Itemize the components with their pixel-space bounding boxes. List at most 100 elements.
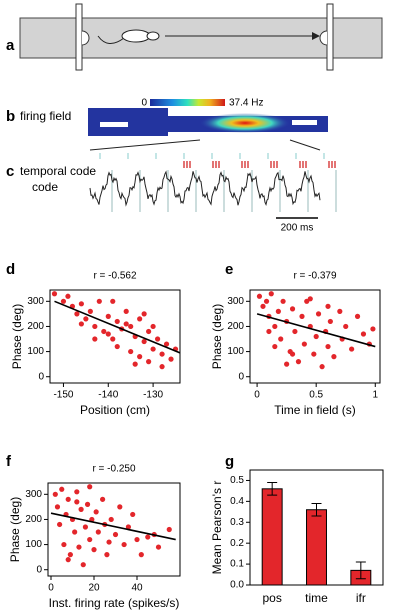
point bbox=[57, 521, 63, 528]
point bbox=[114, 343, 120, 350]
panel-label: firing field bbox=[20, 109, 71, 123]
point bbox=[91, 547, 97, 553]
point bbox=[95, 529, 101, 535]
point bbox=[266, 328, 272, 335]
x-tick-label: time bbox=[305, 591, 328, 605]
point bbox=[141, 311, 147, 317]
point bbox=[272, 343, 278, 350]
rat bbox=[97, 29, 160, 44]
point bbox=[87, 536, 93, 543]
point bbox=[311, 351, 317, 357]
heatmap-gap bbox=[100, 122, 128, 127]
point bbox=[260, 303, 266, 309]
point bbox=[105, 313, 111, 319]
point bbox=[78, 301, 84, 307]
point bbox=[284, 361, 290, 367]
point bbox=[60, 298, 67, 304]
point bbox=[256, 293, 263, 299]
panel-letter: e bbox=[225, 261, 233, 278]
point bbox=[268, 291, 274, 297]
x-tick-label: 1 bbox=[372, 390, 378, 401]
point bbox=[93, 509, 99, 515]
y-axis-label: Phase (deg) bbox=[210, 304, 224, 369]
y-tick-label: 300 bbox=[227, 296, 244, 307]
x-axis-label: Position (cm) bbox=[80, 403, 150, 417]
point bbox=[275, 308, 281, 314]
x-tick-label: 40 bbox=[131, 583, 143, 594]
point bbox=[145, 534, 151, 540]
point bbox=[272, 323, 278, 330]
point bbox=[101, 328, 107, 335]
scale-label: 0 bbox=[141, 98, 147, 109]
point bbox=[87, 484, 93, 490]
point bbox=[59, 486, 65, 492]
point bbox=[105, 331, 111, 337]
x-axis-label: Time in field (s) bbox=[274, 403, 356, 417]
point bbox=[299, 313, 305, 319]
point bbox=[325, 343, 331, 350]
point bbox=[110, 298, 116, 304]
y-tick-label: 200 bbox=[27, 321, 44, 332]
scale-label: 200 ms bbox=[281, 223, 314, 234]
point bbox=[65, 293, 71, 299]
point bbox=[155, 544, 162, 550]
colorbar bbox=[150, 99, 225, 106]
point bbox=[106, 539, 112, 545]
y-tick-label: 0 bbox=[36, 564, 42, 575]
panel-letter: f bbox=[6, 453, 12, 470]
point bbox=[331, 354, 337, 360]
y-tick-label: 0.1 bbox=[230, 559, 244, 570]
reward-well bbox=[81, 30, 90, 46]
point bbox=[146, 359, 152, 365]
panel-label: code bbox=[32, 180, 58, 194]
point bbox=[146, 328, 152, 335]
point bbox=[263, 298, 270, 304]
panel-letter: c bbox=[6, 163, 14, 180]
point bbox=[163, 341, 170, 347]
point bbox=[117, 504, 123, 510]
point bbox=[134, 536, 140, 543]
point bbox=[114, 318, 120, 325]
spike-raster bbox=[99, 153, 337, 212]
point bbox=[138, 552, 144, 558]
point bbox=[150, 346, 156, 352]
point bbox=[327, 318, 333, 325]
panel-label: temporal code bbox=[20, 164, 96, 178]
x-tick-label: 0 bbox=[254, 390, 260, 401]
point bbox=[61, 541, 67, 548]
y-tick-label: 100 bbox=[27, 346, 44, 357]
point bbox=[74, 499, 80, 505]
panel-letter: g bbox=[225, 453, 234, 470]
point bbox=[123, 308, 129, 314]
point bbox=[295, 359, 302, 365]
point bbox=[92, 336, 98, 342]
x-tick-label: ifr bbox=[356, 591, 366, 605]
point bbox=[123, 321, 129, 327]
point bbox=[141, 338, 147, 345]
zoom-line bbox=[89, 139, 321, 151]
point bbox=[289, 306, 296, 312]
point bbox=[132, 361, 138, 367]
y-tick-label: 0.0 bbox=[230, 580, 244, 591]
point bbox=[112, 531, 119, 538]
y-axis-label: Mean Pearson's r bbox=[210, 481, 224, 575]
point bbox=[72, 529, 78, 535]
y-tick-label: 0.4 bbox=[230, 496, 244, 507]
y-tick-label: 0 bbox=[38, 371, 44, 382]
trend-line bbox=[54, 300, 181, 354]
point bbox=[354, 313, 361, 319]
x-tick-label: pos bbox=[262, 591, 281, 605]
y-tick-label: 0 bbox=[238, 371, 244, 382]
x-tick-label: -130 bbox=[143, 390, 163, 401]
x-axis-label: Inst. firing rate (spikes/s) bbox=[49, 596, 180, 610]
point bbox=[51, 291, 58, 297]
chart-title: r = -0.562 bbox=[93, 271, 137, 282]
heatmap-gap bbox=[292, 120, 317, 125]
y-tick-label: 0.2 bbox=[230, 538, 244, 549]
point bbox=[84, 501, 91, 507]
point bbox=[110, 336, 116, 342]
point bbox=[154, 336, 161, 342]
point bbox=[52, 491, 58, 497]
x-tick-label: -140 bbox=[98, 390, 118, 401]
point bbox=[74, 311, 80, 317]
